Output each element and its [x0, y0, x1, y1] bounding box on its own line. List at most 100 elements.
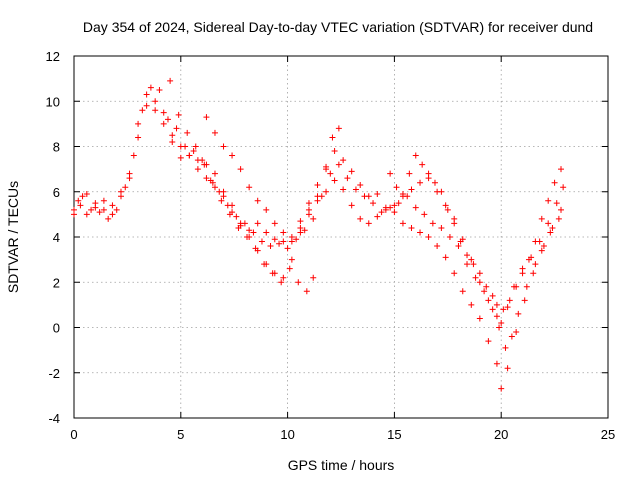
data-point — [378, 209, 385, 216]
data-point — [352, 186, 359, 193]
data-point — [493, 360, 500, 367]
data-point — [203, 175, 210, 182]
data-point — [504, 304, 511, 311]
data-point — [421, 211, 428, 218]
data-point — [250, 229, 257, 236]
data-point — [263, 206, 270, 213]
data-point — [288, 238, 295, 245]
data-point — [143, 91, 150, 98]
data-point — [83, 211, 90, 218]
data-point — [211, 170, 218, 177]
data-point — [498, 319, 505, 326]
data-point — [506, 297, 513, 304]
data-point — [209, 179, 216, 186]
data-point — [288, 256, 295, 263]
y-tick-label: 8 — [53, 140, 60, 155]
series-track-f — [387, 152, 565, 313]
y-tick-label: 12 — [46, 49, 60, 64]
data-point — [442, 254, 449, 261]
data-point — [109, 211, 116, 218]
data-point — [464, 261, 471, 268]
data-point — [451, 270, 458, 277]
data-point — [504, 365, 511, 372]
series-track-a — [71, 91, 567, 326]
data-point — [252, 245, 259, 252]
data-point — [258, 238, 265, 245]
grid — [74, 56, 608, 418]
series-track-c — [75, 102, 562, 392]
data-point — [417, 229, 424, 236]
data-point — [152, 98, 159, 105]
data-point — [177, 154, 184, 161]
data-point — [382, 204, 389, 211]
data-point — [545, 197, 552, 204]
data-point — [547, 229, 554, 236]
data-point — [464, 252, 471, 259]
data-point — [555, 215, 562, 222]
data-point — [310, 274, 317, 281]
data-point — [130, 152, 137, 159]
data-point — [446, 234, 453, 240]
data-point — [263, 229, 270, 236]
data-point — [135, 134, 142, 141]
data-point — [96, 209, 103, 216]
data-point — [88, 206, 95, 213]
data-point — [560, 184, 567, 191]
data-point — [303, 288, 310, 295]
data-point — [71, 206, 77, 213]
data-point — [444, 206, 451, 213]
data-point — [122, 184, 129, 191]
data-point — [476, 270, 483, 277]
data-point — [305, 200, 312, 207]
data-point — [175, 111, 182, 118]
series-track-e — [203, 114, 342, 245]
data-point — [455, 243, 462, 250]
data-point — [164, 116, 171, 123]
data-point — [211, 129, 218, 136]
data-point — [374, 213, 381, 220]
data-point — [267, 243, 274, 250]
x-axis-label: GPS time / hours — [288, 457, 395, 473]
data-point — [485, 338, 492, 345]
data-point — [314, 181, 321, 188]
series-track-b — [71, 84, 565, 351]
data-point — [301, 227, 308, 234]
data-point — [194, 166, 201, 173]
chart-title: Day 354 of 2024, Sidereal Day-to-day VTE… — [83, 19, 593, 35]
y-tick-label: -2 — [48, 366, 60, 381]
data-point — [297, 224, 304, 231]
data-point — [472, 274, 479, 281]
data-point — [203, 114, 210, 121]
data-point — [233, 213, 240, 220]
data-point — [169, 138, 176, 145]
data-point — [254, 197, 261, 204]
y-axis-label: SDTVAR / TECUs — [5, 181, 21, 293]
data-point — [280, 274, 287, 281]
data-point — [237, 166, 244, 173]
data-point — [408, 224, 415, 231]
data-point — [271, 220, 278, 227]
data-point — [261, 261, 268, 268]
data-point — [246, 184, 253, 191]
data-point — [498, 385, 505, 392]
data-point — [276, 240, 283, 247]
data-point — [391, 209, 398, 216]
data-point — [530, 270, 537, 277]
data-point — [489, 292, 496, 299]
data-point — [105, 215, 112, 222]
data-point — [483, 283, 490, 290]
data-point — [246, 227, 253, 234]
data-point — [271, 236, 278, 243]
data-point — [117, 188, 124, 195]
data-point — [365, 220, 372, 227]
data-point — [126, 175, 133, 182]
data-point — [135, 120, 142, 127]
data-point — [425, 234, 432, 240]
data-point — [538, 247, 545, 254]
y-tick-label: 2 — [53, 275, 60, 290]
data-point — [357, 215, 364, 222]
data-point — [83, 191, 90, 198]
data-point — [532, 261, 539, 268]
data-point — [515, 310, 522, 317]
data-point — [235, 224, 242, 231]
